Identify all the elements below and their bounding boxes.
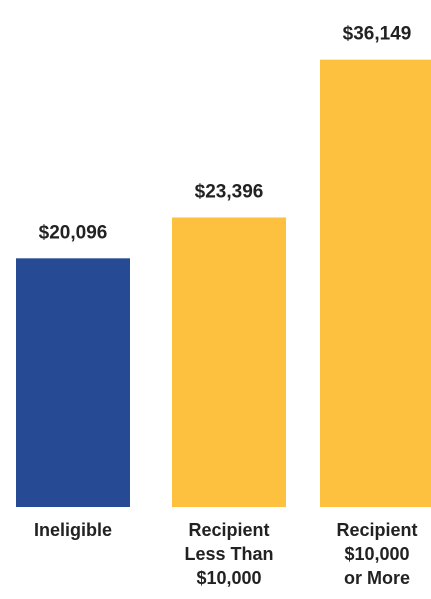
value-label-0: $20,096 — [39, 222, 108, 243]
category-label-0-line-0: Ineligible — [34, 520, 112, 540]
category-label-1-line-1: Less Than — [184, 544, 273, 564]
bar-1 — [172, 217, 286, 508]
category-label-1-line-2: $10,000 — [196, 568, 261, 588]
category-label-1-line-0: Recipient — [188, 520, 269, 540]
value-label-2: $36,149 — [343, 24, 412, 45]
category-label-2-line-0: Recipient — [336, 520, 417, 540]
bar-0 — [16, 258, 130, 507]
bar-2 — [320, 59, 431, 507]
category-label-2-line-1: $10,000 — [344, 544, 409, 564]
value-label-1: $23,396 — [195, 181, 264, 202]
category-label-2-line-2: or More — [344, 568, 410, 588]
